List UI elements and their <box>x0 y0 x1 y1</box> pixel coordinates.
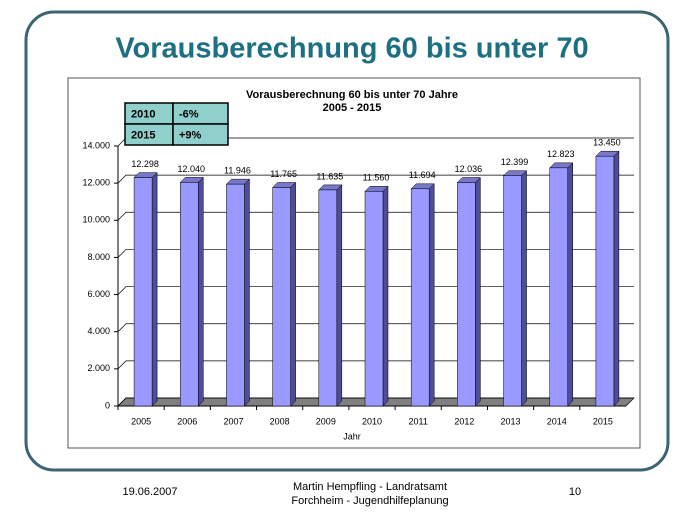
y-tick-label: 6.000 <box>87 289 110 299</box>
bar-side <box>567 162 573 407</box>
x-tick-label: 2005 <box>131 416 151 426</box>
footer-author: Martin Hempfling - Landratsamt <box>293 481 447 493</box>
x-tick-label: 2009 <box>316 416 336 426</box>
bar-side <box>428 183 435 407</box>
bar <box>133 177 153 407</box>
data-label: 12.036 <box>455 164 483 174</box>
bar-side <box>336 184 343 407</box>
data-label: 11.946 <box>224 166 251 176</box>
table-text: -6% <box>179 108 199 120</box>
bar-side <box>290 181 296 407</box>
data-label: 13.450 <box>593 138 621 148</box>
bar <box>457 182 476 407</box>
bar <box>595 155 615 407</box>
bar-side <box>475 176 481 407</box>
data-label: 11.560 <box>363 173 390 183</box>
x-tick-label: 2011 <box>409 416 428 426</box>
x-tick-label: 2013 <box>501 416 521 426</box>
data-label: 12.298 <box>131 159 159 169</box>
slide-title: Vorausberechnung 60 bis unter 70 <box>115 33 588 65</box>
data-label: 12.399 <box>501 157 529 167</box>
data-label: 11.765 <box>270 169 297 179</box>
bar-side <box>151 172 158 407</box>
data-label: 11.694 <box>409 170 436 180</box>
x-axis-label: Jahr <box>343 431 361 441</box>
bar <box>410 188 430 407</box>
grid-line <box>117 174 634 184</box>
x-tick-label: 2015 <box>593 416 613 426</box>
data-label: 11.635 <box>316 171 343 181</box>
slide-frame <box>24 10 670 472</box>
y-tick-label: 4.000 <box>87 326 110 336</box>
bar-side <box>244 178 250 407</box>
data-label: 12.040 <box>178 164 206 174</box>
bar <box>180 182 199 407</box>
data-label: 12.823 <box>547 149 575 159</box>
bar-side <box>382 185 389 407</box>
y-tick-label: 0 <box>105 400 110 410</box>
bar <box>226 183 245 407</box>
bar-side <box>613 150 620 407</box>
bar <box>272 187 291 407</box>
table-cell <box>172 123 229 146</box>
table-text: 2010 <box>131 108 155 120</box>
x-tick-label: 2012 <box>454 416 474 426</box>
table-text: +9% <box>179 129 202 141</box>
x-tick-label: 2008 <box>270 416 290 426</box>
y-tick-label: 12.000 <box>82 178 110 188</box>
bar <box>503 175 522 407</box>
chart-subtitle: 2005 - 2015 <box>323 102 382 114</box>
y-tick-label: 10.000 <box>82 215 110 225</box>
footer-date: 19.06.2007 <box>122 486 177 498</box>
y-tick-label: 14.000 <box>82 140 110 150</box>
footer-author: Forchheim - Jugendhilfeplanung <box>291 495 448 507</box>
x-tick-label: 2014 <box>547 416 567 426</box>
chart-title: Vorausberechnung 60 bis unter 70 Jahre <box>246 89 458 101</box>
page-number: 10 <box>569 486 581 498</box>
bar-side <box>198 176 204 407</box>
x-tick-label: 2010 <box>362 416 382 426</box>
y-tick-label: 2.000 <box>87 363 110 373</box>
bar <box>364 191 384 407</box>
bar <box>549 167 568 407</box>
bar <box>318 189 338 407</box>
x-tick-label: 2007 <box>223 416 243 426</box>
bar-side <box>521 170 527 407</box>
y-tick-label: 8.000 <box>87 252 110 262</box>
table-text: 2015 <box>131 129 155 141</box>
x-tick-label: 2006 <box>177 416 197 426</box>
